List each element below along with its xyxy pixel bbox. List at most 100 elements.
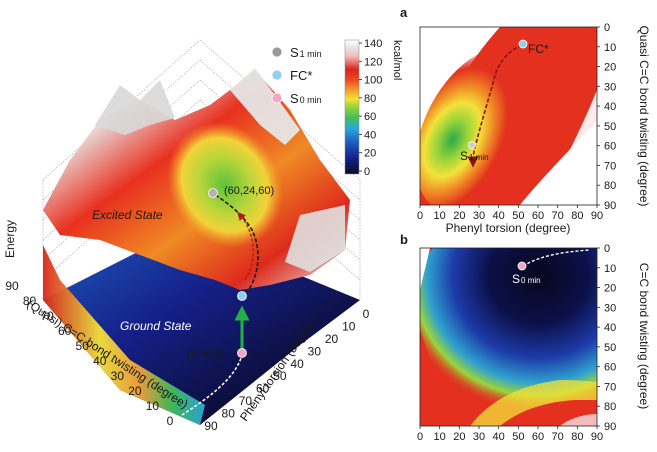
legend-label: S <box>290 91 299 106</box>
legend-marker <box>271 69 283 81</box>
y-tick-label: 80 <box>604 401 616 413</box>
x-tick-label: 40 <box>493 431 505 443</box>
s0-min-point-b <box>517 261 527 271</box>
left-axis-tick: 60 <box>58 324 72 338</box>
left-axis-tick: 80 <box>23 294 37 308</box>
panel-b-ylabel: C=C bond twisting (degree) <box>637 263 651 409</box>
x-tick-label: 50 <box>512 210 524 222</box>
s0-sub-b: 0 min <box>521 276 541 285</box>
right-axis-tick: 90 <box>204 419 218 433</box>
left-axis-tick: 90 <box>5 279 19 293</box>
panel-b: b S0 min 0 10 20 30 40 50 60 70 80 90 0 10 20 30 40 50… <box>400 232 651 443</box>
fc-label-a: FC* <box>528 42 549 56</box>
y-tick-label: 90 <box>604 421 616 433</box>
legend-sub: 0 min <box>300 95 322 105</box>
panel-b-x-ticks: 0 10 20 30 40 50 60 70 80 90 <box>417 426 603 443</box>
y-tick-label: 50 <box>604 342 616 354</box>
left-axis-tick: 50 <box>76 339 90 353</box>
panel-a-y-ticks: 0 10 20 30 40 50 60 70 80 90 <box>597 22 616 212</box>
colorbar-unit: kcal/mol <box>391 40 403 80</box>
colorbar-tick-label: 100 <box>364 75 382 87</box>
panel-b-frame <box>419 247 598 427</box>
fc-point-a <box>518 39 528 49</box>
x-tick-label: 20 <box>453 210 465 222</box>
point-ground-label: (8,50,0) <box>187 348 225 360</box>
energy-axis: Energy <box>3 220 17 258</box>
x-tick-label: 60 <box>532 431 544 443</box>
x-tick-label: 80 <box>571 210 583 222</box>
x-tick-label: 20 <box>453 431 465 443</box>
s0-label-b: S <box>512 272 520 286</box>
legend-marker <box>271 92 283 104</box>
y-tick-label: 60 <box>604 141 616 153</box>
panel-b-trajectory <box>522 249 591 267</box>
x-tick-label: 0 <box>417 210 423 222</box>
ground-state-label: Ground State <box>120 319 192 333</box>
right-axis-tick: 20 <box>325 332 339 346</box>
right-axis-tick: 30 <box>308 344 322 358</box>
panel-a: a FC* S1 min 0 10 20 30 40 50 60 70 80 90 0 10 20 30… <box>400 5 651 235</box>
panel-a-trajectory <box>467 44 523 168</box>
x-tick-label: 70 <box>552 210 564 222</box>
colorbar-tick-label: 40 <box>364 129 376 141</box>
x-tick-label: 80 <box>571 431 583 443</box>
excited-state-label: Excited State <box>92 208 163 222</box>
colorbar-scale <box>344 39 360 175</box>
x-tick-label: 0 <box>417 431 423 443</box>
right-axis-tick: 40 <box>290 357 304 371</box>
s1-sub-a: 1 min <box>469 153 489 162</box>
left-axis-tick: 30 <box>111 369 125 383</box>
y-tick-label: 90 <box>604 200 616 212</box>
y-tick-label: 30 <box>604 302 616 314</box>
colorbar-tick-label: 0 <box>364 166 370 178</box>
svg-text:S0 min: S0 min <box>290 91 322 106</box>
left-axis-tick: 10 <box>146 399 160 413</box>
legend: S 1 min FC* S0 min <box>271 45 322 106</box>
legend-item-s0min: S0 min <box>271 91 322 106</box>
y-tick-label: 60 <box>604 362 616 374</box>
svg-text:S1 min: S1 min <box>460 149 489 163</box>
y-tick-label: 80 <box>604 180 616 192</box>
x-tick-label: 90 <box>591 431 603 443</box>
y-tick-label: 0 <box>604 243 610 255</box>
panel-a-x-ticks: 0 10 20 30 40 50 60 70 80 90 <box>417 205 603 222</box>
y-tick-label: 10 <box>604 42 616 54</box>
left-axis-tick: 20 <box>128 384 142 398</box>
excited-right-grey <box>285 205 345 272</box>
y-tick-label: 10 <box>604 263 616 275</box>
excited-green-basin <box>167 122 283 248</box>
panel-a-frame <box>419 26 598 206</box>
x-tick-label: 40 <box>493 210 505 222</box>
s0-min-point-3d <box>237 348 247 358</box>
legend-marker <box>271 46 283 58</box>
ground-surface-edge <box>43 245 205 425</box>
x-tick-label: 30 <box>473 431 485 443</box>
excited-grey-peak <box>230 68 300 145</box>
x-tick-label: 10 <box>434 431 446 443</box>
colorbar: 140 120 100 80 60 40 20 0 kcal/mol <box>344 38 403 178</box>
y-tick-label: 70 <box>604 381 616 393</box>
s1-label-a: S <box>460 149 468 163</box>
colorbar-tick-label: 60 <box>364 111 376 123</box>
right-axis-tick: 10 <box>342 319 356 333</box>
trajectory-red-dashed <box>237 211 254 281</box>
legend-sub: 1 min <box>300 49 322 59</box>
trajectory-black-dashed <box>212 192 259 299</box>
left-axis-tick: 40 <box>93 354 107 368</box>
panel-b-letter: b <box>400 232 408 247</box>
panel-a-heatmap <box>420 27 597 205</box>
left-axis-tick: 70 <box>40 309 54 323</box>
x-tick-label: 70 <box>552 431 564 443</box>
legend-label: FC* <box>290 68 312 83</box>
left-axis-tick: 0 <box>167 414 174 428</box>
y-tick-label: 50 <box>604 121 616 133</box>
fc-point-3d <box>237 291 247 301</box>
s1-min-point-a <box>468 141 476 149</box>
y-tick-label: 70 <box>604 160 616 172</box>
panel-b-heatmap <box>420 248 597 426</box>
right-axis-tick: 70 <box>239 394 253 408</box>
right-axis-tick: 60 <box>256 382 270 396</box>
colorbar-tick-label: 120 <box>364 56 382 68</box>
legend-item-fc: FC* <box>271 68 312 83</box>
